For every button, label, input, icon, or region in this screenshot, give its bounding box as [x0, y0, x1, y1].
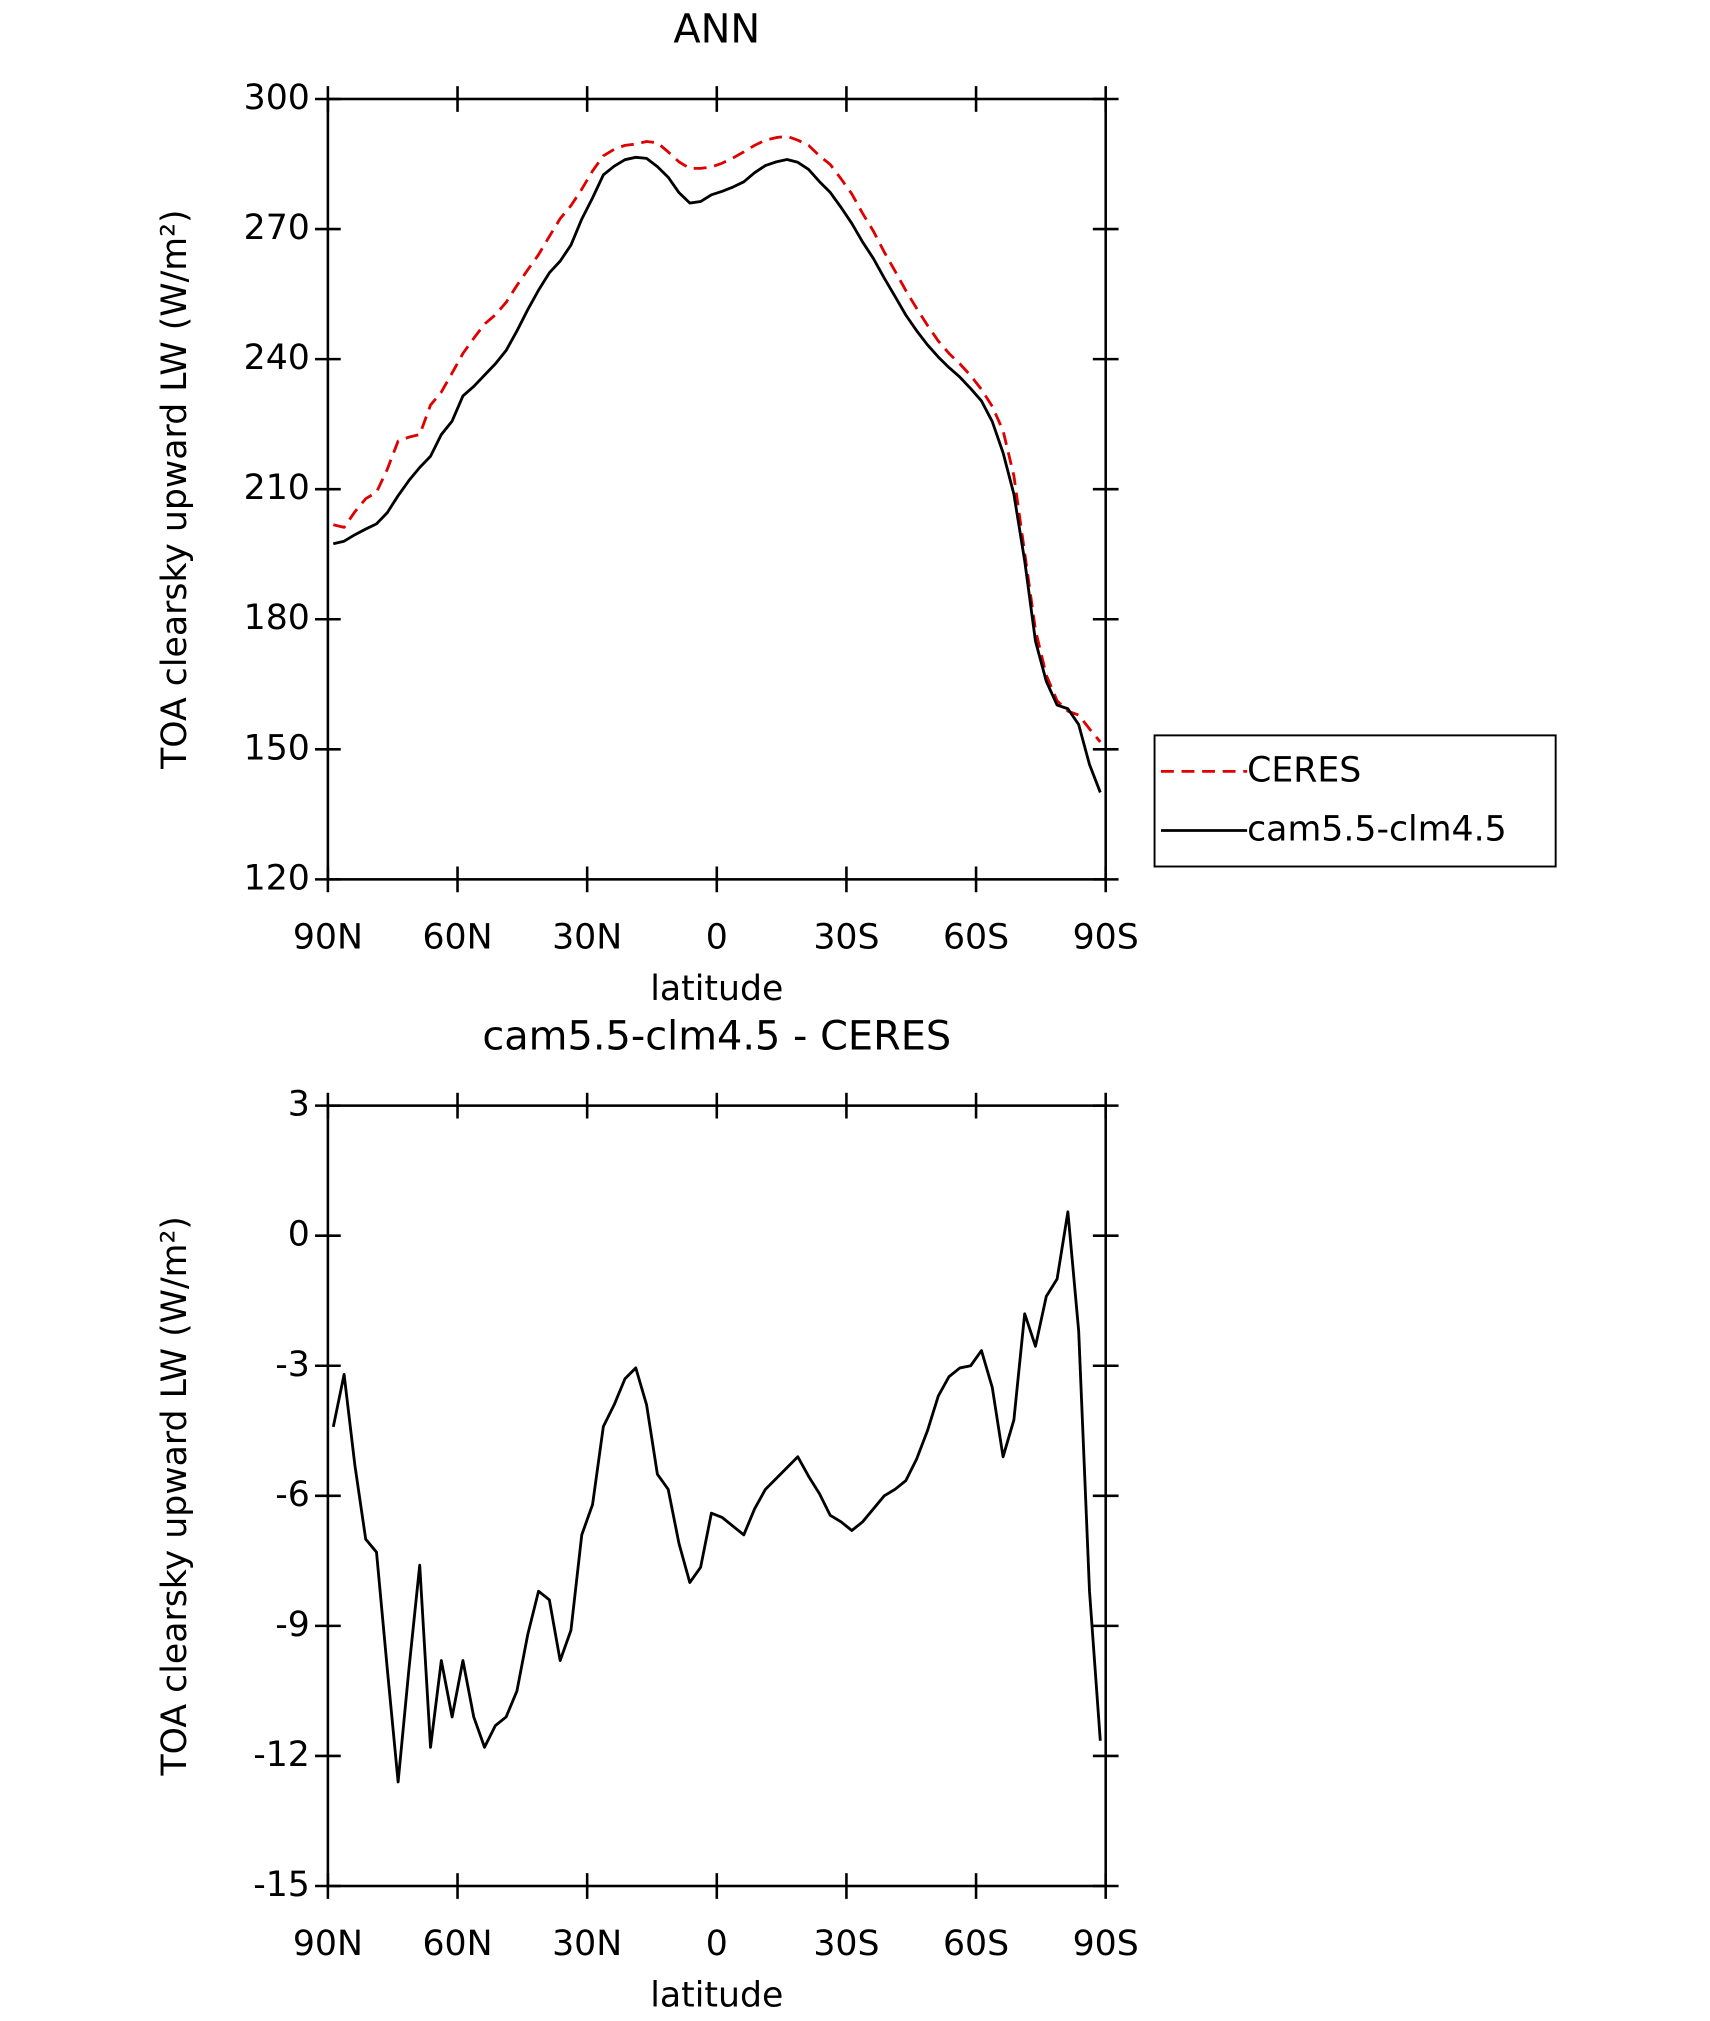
x-tick-label: 30S — [813, 1924, 879, 1964]
x-tick-label: 30N — [552, 1924, 622, 1964]
y-tick-label: -3 — [275, 1345, 310, 1385]
y-tick-label: -12 — [253, 1735, 310, 1775]
y-axis-label: TOA clearsky upward LW (W/m²) — [155, 209, 195, 769]
y-tick-label: 300 — [244, 78, 310, 118]
y-tick-label: 180 — [244, 598, 310, 638]
y-tick-label: 270 — [244, 208, 310, 248]
x-tick-label: 60N — [422, 1924, 492, 1964]
y-tick-label: -6 — [275, 1475, 310, 1515]
data-line — [332, 155, 1102, 793]
y-tick-label: 210 — [244, 468, 310, 508]
x-tick-label: 60S — [943, 1924, 1009, 1964]
x-tick-label: 90N — [293, 1924, 363, 1964]
y-tick-label: 240 — [244, 338, 310, 378]
data-line — [331, 1210, 1102, 1784]
x-tick-label: 90N — [293, 918, 363, 958]
x-tick-label: 30S — [813, 918, 879, 958]
chart-title: cam5.5-clm4.5 - CERES — [482, 1013, 951, 1059]
data-line — [332, 134, 1102, 743]
legend-box — [1153, 734, 1557, 868]
chart-title: ANN — [673, 7, 760, 53]
y-axis-label: TOA clearsky upward LW (W/m²) — [155, 1216, 195, 1776]
y-tick-label: 150 — [244, 728, 310, 768]
x-tick-label: 30N — [552, 918, 622, 958]
x-axis-label: latitude — [650, 1976, 783, 2016]
y-tick-label: -9 — [275, 1605, 310, 1645]
x-tick-label: 0 — [706, 918, 728, 958]
legend-label: cam5.5-clm4.5 — [1247, 810, 1507, 850]
y-tick-label: 3 — [288, 1085, 310, 1125]
x-tick-label: 0 — [706, 1924, 728, 1964]
x-tick-label: 60S — [943, 918, 1009, 958]
plot-frame — [326, 1104, 1107, 1888]
y-tick-label: 120 — [244, 858, 310, 898]
x-tick-label: 60N — [422, 918, 492, 958]
y-tick-label: -15 — [253, 1865, 310, 1905]
x-axis-label: latitude — [650, 969, 783, 1009]
x-tick-label: 90S — [1073, 1924, 1139, 1964]
x-tick-label: 90S — [1073, 918, 1139, 958]
legend-label: CERES — [1247, 750, 1361, 790]
y-tick-label: 0 — [288, 1215, 310, 1255]
plot-frame — [326, 97, 1107, 881]
